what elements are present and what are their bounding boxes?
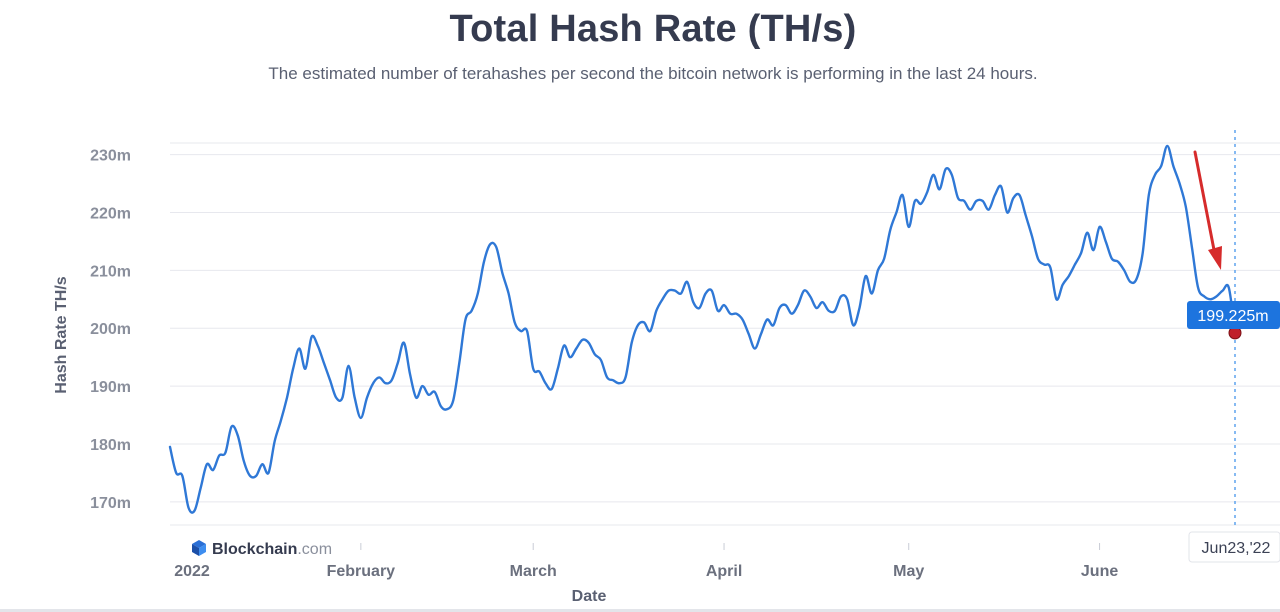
bottom-divider [0,609,1280,612]
blockchain-wordmark: Blockchain.com [212,541,332,558]
y-tick-label: 200m [90,321,131,338]
x-tick-label: April [706,563,742,580]
annotation-arrow [1193,150,1222,270]
x-tick-label: June [1081,563,1118,580]
blockchain-cube-icon [192,540,206,556]
x-tick-label: 2022 [174,563,210,580]
tooltip-date: Jun23,'22 [1202,540,1271,557]
y-tick-label: 180m [90,437,131,454]
y-tick-label: 220m [90,205,131,222]
gridlines [170,142,1280,526]
chart-subtitle: The estimated number of terahashes per s… [268,64,1038,83]
y-tick-label: 230m [90,148,131,165]
blockchain-logo[interactable]: Blockchain.com [192,540,332,558]
date-tooltip: Jun23,'22 [1188,531,1280,563]
x-tick-label: May [893,563,924,580]
tooltip-value: 199.225m [1197,308,1268,325]
y-tick-label: 170m [90,495,131,512]
x-tick-label: March [510,563,557,580]
x-tick-label: February [327,563,396,580]
x-axis-ticks: 2022 February March April May June [174,543,1118,580]
y-tick-label: 190m [90,379,131,396]
chart-title: Total Hash Rate (TH/s) [449,8,857,50]
x-axis-label: Date [572,588,607,605]
y-tick-label: 210m [90,263,131,280]
y-axis-ticks: 170m 180m 190m 200m 210m 220m 230m [90,148,131,512]
y-axis-label: Hash Rate TH/s [53,276,70,393]
value-tooltip: 199.225m [1187,301,1280,329]
series-line-hash-rate [168,144,1237,514]
